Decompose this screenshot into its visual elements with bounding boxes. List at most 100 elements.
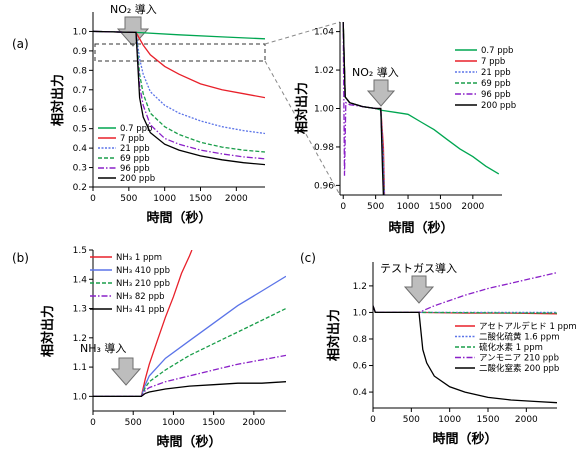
x-tick-label: 500: [125, 418, 142, 428]
legend-label: アンモニア 210 ppb: [479, 354, 559, 364]
y-tick-label: 0.96: [314, 181, 334, 191]
y-axis-title: 相対出力: [40, 305, 56, 357]
x-tick-label: 0: [340, 202, 346, 212]
panel-label-c: (c): [300, 251, 316, 265]
legend-label: 7 ppb: [120, 134, 144, 144]
y-tick-label: 1.2: [73, 334, 87, 344]
y-tick-label: 1.4: [73, 275, 88, 285]
legend-label: 96 ppb: [120, 164, 150, 174]
y-tick-label: 1.02: [314, 66, 334, 76]
x-tick-label: 1500: [189, 194, 212, 204]
legend-label: 硫化水素 1 ppm: [479, 342, 543, 353]
nh3-arrow-icon: [110, 357, 142, 386]
chart-c: 0 500 1000 1500 2000 0.4 0.6 0.8 1.0 1.2 時間（秒） 相対出力…: [326, 262, 577, 447]
x-axis-title: 時間（秒）: [388, 220, 453, 236]
series-line-2: [373, 305, 557, 314]
series-line-1: [93, 250, 193, 398]
series-line-4: [342, 22, 385, 195]
series-line-6: [342, 22, 385, 195]
x-tick-label: 1000: [438, 415, 461, 425]
legend-label: 0.7 ppb: [481, 46, 513, 56]
y-tick-label: 0.8: [353, 335, 368, 345]
x-tick-label: 0: [90, 418, 96, 428]
x-tick-label: 500: [367, 202, 384, 212]
y-tick-label: 0.7: [73, 86, 87, 96]
legend-label: NH₃ 41 ppb: [116, 305, 165, 315]
legend-label: 96 ppb: [481, 90, 511, 100]
y-tick-label: 0.4: [73, 144, 88, 154]
y-axis-title: 相対出力: [294, 82, 310, 134]
chart-a_main: 0 500 1000 1500 2000 0.2 0.3 0.4 0.5 0.6 0.7 0.8 0.9…: [50, 12, 265, 226]
series-line-4: [93, 30, 265, 153]
legend-label: 二酸化硫黄 1.6 ppm: [479, 332, 560, 343]
testgas-annotation: テストガス導入: [380, 261, 457, 275]
chart-a_zoom: 0 500 1000 1500 2000 0.96 0.98 1.00 1.02 1.04 時間（秒…: [294, 22, 516, 236]
series-line-4: [373, 271, 557, 314]
series-line-6: [93, 30, 265, 166]
legend-label: 69 ppb: [120, 154, 150, 164]
x-tick-label: 1000: [162, 418, 185, 428]
y-tick-label: 0.98: [314, 143, 334, 153]
series-line-5: [93, 381, 286, 398]
y-axis-title: 相対出力: [50, 74, 66, 126]
y-tick-label: 1.2: [353, 282, 367, 292]
x-tick-label: 0: [90, 194, 96, 204]
x-tick-label: 2000: [461, 202, 484, 212]
series-line-4: [93, 354, 286, 398]
x-tick-label: 1500: [202, 418, 225, 428]
legend-label: 69 ppb: [481, 79, 511, 89]
series-line-2: [93, 30, 265, 99]
zoom-connector: [94, 21, 341, 196]
legend-label: 0.7 ppb: [120, 124, 152, 134]
y-tick-label: 1.04: [314, 28, 334, 38]
series-line-3: [342, 22, 386, 195]
legend-label: 200 ppb: [481, 101, 516, 111]
y-tick-label: 0.4: [353, 388, 368, 398]
x-tick-label: 1500: [477, 415, 500, 425]
y-tick-label: 1.1: [73, 363, 87, 373]
no2-zoom-annotation: NO₂ 導入: [352, 65, 399, 79]
legend-label: NH₃ 82 ppb: [116, 292, 165, 302]
y-tick-label: 1.0: [353, 308, 368, 318]
no2-main-annotation: NO₂ 導入: [110, 2, 157, 16]
legend-label: 200 ppb: [120, 174, 155, 184]
x-tick-label: 1000: [397, 202, 420, 212]
y-tick-label: 0.5: [73, 125, 87, 135]
x-tick-label: 2000: [515, 415, 538, 425]
chart-b: 0 500 1000 1500 2000 1.0 1.1 1.2 1.3 1.4 1.5 時間（秒） 相…: [40, 246, 286, 450]
y-tick-label: 1.5: [73, 246, 87, 256]
no2-zoom-arrow-icon: [366, 79, 396, 107]
y-tick-label: 0.3: [73, 164, 87, 174]
legend-label: NH₃ 1 ppm: [116, 253, 162, 263]
legend-label: NH₃ 410 ppb: [116, 266, 170, 276]
legend-label: 7 ppb: [481, 57, 505, 67]
series-line-5: [93, 30, 265, 160]
x-tick-label: 500: [403, 415, 420, 425]
y-tick-label: 0.6: [73, 105, 88, 115]
nh3-annotation: NH₃ 導入: [80, 341, 126, 355]
y-tick-label: 0.9: [73, 47, 88, 57]
testgas-arrow-icon: [403, 275, 435, 304]
y-axis-title: 相対出力: [326, 309, 342, 361]
x-axis-title: 時間（秒）: [156, 434, 221, 450]
y-tick-label: 1.00: [314, 105, 334, 115]
legend-label: 21 ppb: [481, 68, 511, 78]
plots: 0 500 1000 1500 2000 0.2 0.3 0.4 0.5 0.6 0.7 0.8 0.9…: [40, 12, 577, 450]
x-axis-title: 時間（秒）: [146, 210, 211, 226]
panel-label-b: (b): [12, 251, 29, 265]
y-tick-label: 1.0: [73, 27, 88, 37]
series-line-2: [342, 22, 386, 195]
y-tick-label: 0.2: [73, 183, 87, 193]
legend-label: 二酸化窒素 200 ppb: [479, 363, 559, 374]
series-line-5: [373, 305, 557, 404]
y-tick-label: 1.3: [73, 305, 87, 315]
x-tick-label: 2000: [242, 418, 265, 428]
legend-label: 21 ppb: [120, 144, 150, 154]
legend: NH₃ 1 ppm NH₃ 410 ppb NH₃ 210 ppb NH₃ 82 pp…: [90, 253, 170, 315]
series-line-3: [93, 30, 265, 135]
series-line-3: [93, 307, 286, 398]
y-tick-label: 0.8: [73, 66, 88, 76]
